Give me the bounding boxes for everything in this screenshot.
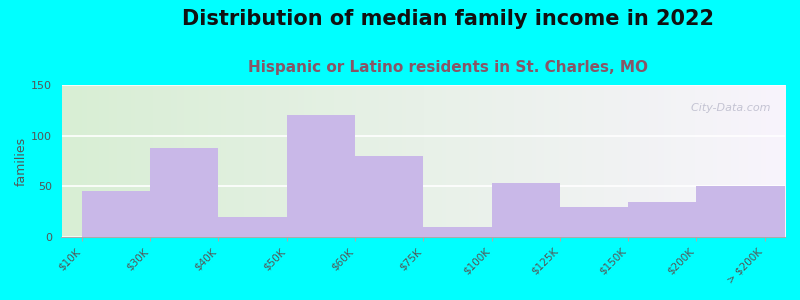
Bar — [150, 148, 218, 237]
Y-axis label: families: families — [15, 136, 28, 186]
Bar — [286, 116, 355, 237]
Text: Distribution of median family income in 2022: Distribution of median family income in … — [182, 9, 714, 29]
Bar — [218, 217, 286, 237]
Bar — [355, 156, 423, 237]
Text: Hispanic or Latino residents in St. Charles, MO: Hispanic or Latino residents in St. Char… — [248, 60, 648, 75]
Bar — [423, 227, 491, 237]
Bar — [560, 207, 628, 237]
Bar — [491, 183, 560, 237]
Bar — [628, 202, 696, 237]
Bar — [82, 191, 150, 237]
Text: City-Data.com: City-Data.com — [684, 103, 770, 113]
Bar — [696, 186, 800, 237]
